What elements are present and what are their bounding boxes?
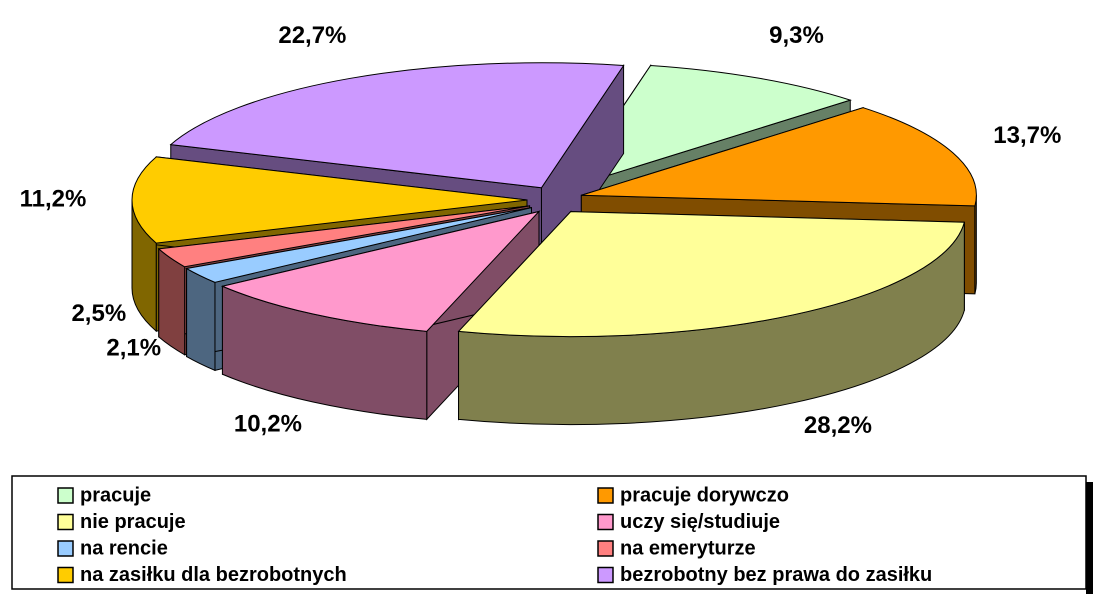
data-label: 13,7% — [993, 122, 1061, 149]
legend-swatch — [597, 487, 614, 504]
legend-swatch — [57, 487, 74, 504]
legend-label: pracuje dorywczo — [620, 484, 789, 506]
legend-label: na emeryturze — [620, 537, 756, 559]
legend-label: uczy się/studiuje — [620, 511, 780, 533]
data-label: 11,2% — [20, 185, 87, 212]
legend-label: pracuje — [80, 484, 151, 506]
legend-shadow — [1086, 482, 1093, 594]
slice — [131, 156, 528, 244]
slice — [169, 62, 625, 189]
legend-swatch — [57, 540, 74, 557]
slice — [157, 205, 530, 268]
legend-swatch — [597, 513, 614, 531]
legend-swatch — [57, 566, 74, 584]
slice-wall — [974, 195, 977, 295]
data-label: 28,2% — [804, 412, 872, 439]
legend-swatch — [597, 540, 614, 557]
data-label: 9,3% — [769, 22, 824, 49]
legend-box — [11, 475, 1087, 590]
data-label: 2,5% — [71, 300, 126, 327]
slice-wall — [186, 267, 216, 372]
legend-swatch — [597, 566, 614, 584]
slice — [185, 207, 532, 283]
slice — [220, 210, 541, 332]
legend-label: na rencie — [80, 537, 168, 559]
data-label: 2,1% — [106, 335, 161, 362]
legend-swatch — [57, 513, 74, 531]
legend-label: nie pracuje — [80, 511, 186, 533]
legend-label: bezrobotny bez prawa do zasiłku — [620, 564, 932, 586]
legend-label: na zasiłku dla bezrobotnych — [80, 564, 347, 586]
slice — [567, 64, 852, 189]
slice — [581, 107, 977, 207]
slice — [457, 211, 965, 338]
data-label: 22,7% — [278, 22, 346, 49]
data-label: 10,2% — [234, 411, 302, 438]
